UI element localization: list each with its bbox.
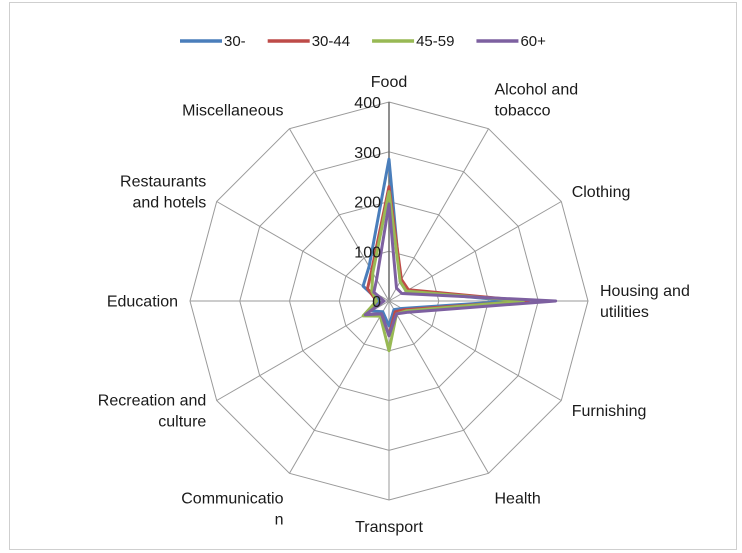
category-label-education: Education (107, 294, 178, 311)
chart-frame: 0 100 200 300 400 Food Alcohol and tobacco Clot… (9, 2, 737, 550)
legend-item-60: 60+ (476, 33, 546, 50)
spoke-furnishing (388, 300, 562, 401)
spoke-communication (289, 300, 390, 474)
legend-label-30-44: 30-44 (312, 33, 350, 50)
radar-series-layer (361, 157, 558, 353)
category-label-furnishing: Furnishing (572, 403, 647, 420)
spoke-restaurants-and-hotels (216, 201, 390, 302)
tick-label-100: 100 (354, 244, 381, 261)
category-label-miscellaneous: Miscellaneous (182, 102, 283, 119)
category-label-communication: Communicatio n (181, 491, 283, 529)
series-line-45-59 (361, 190, 525, 353)
legend-label-45-59: 45-59 (416, 33, 454, 50)
spoke-health (388, 300, 489, 474)
legend-item-45-59: 45-59 (372, 33, 454, 50)
category-label-transport: Transport (355, 519, 423, 536)
legend-label-30: 30- (224, 33, 246, 50)
category-label-clothing: Clothing (572, 184, 631, 201)
category-label-housing-and-utilities: Housing and utilities (600, 283, 690, 321)
spoke-alcohol-and-tobacco (388, 128, 489, 302)
tick-label-200: 200 (354, 195, 381, 212)
spoke-recreation-and-culture (216, 300, 390, 401)
category-label-alcohol-and-tobacco: Alcohol and tobacco (495, 81, 579, 119)
tick-label-300: 300 (354, 145, 381, 162)
radar-chart: 0 100 200 300 400 Food Alcohol and tobacco Clot… (98, 33, 690, 536)
tick-label-400: 400 (354, 95, 381, 112)
category-label-health: Health (495, 491, 541, 508)
category-label-recreation-and-culture: Recreation and culture (98, 393, 207, 431)
chart-legend: 30- 30-44 45-59 60+ (180, 33, 546, 50)
category-labels: Food Alcohol and tobacco Clothing Housing an… (98, 74, 690, 536)
legend-label-60: 60+ (520, 33, 546, 50)
series-line-60 (363, 202, 558, 338)
radial-tick-labels: 0 100 200 300 400 (354, 95, 381, 311)
category-label-food: Food (371, 74, 407, 91)
tick-label-0: 0 (372, 294, 381, 311)
spoke-clothing (388, 201, 562, 302)
category-label-restaurants-and-hotels: Restaurants and hotels (120, 174, 206, 212)
legend-item-30: 30- (180, 33, 246, 50)
legend-item-30-44: 30-44 (267, 33, 350, 50)
